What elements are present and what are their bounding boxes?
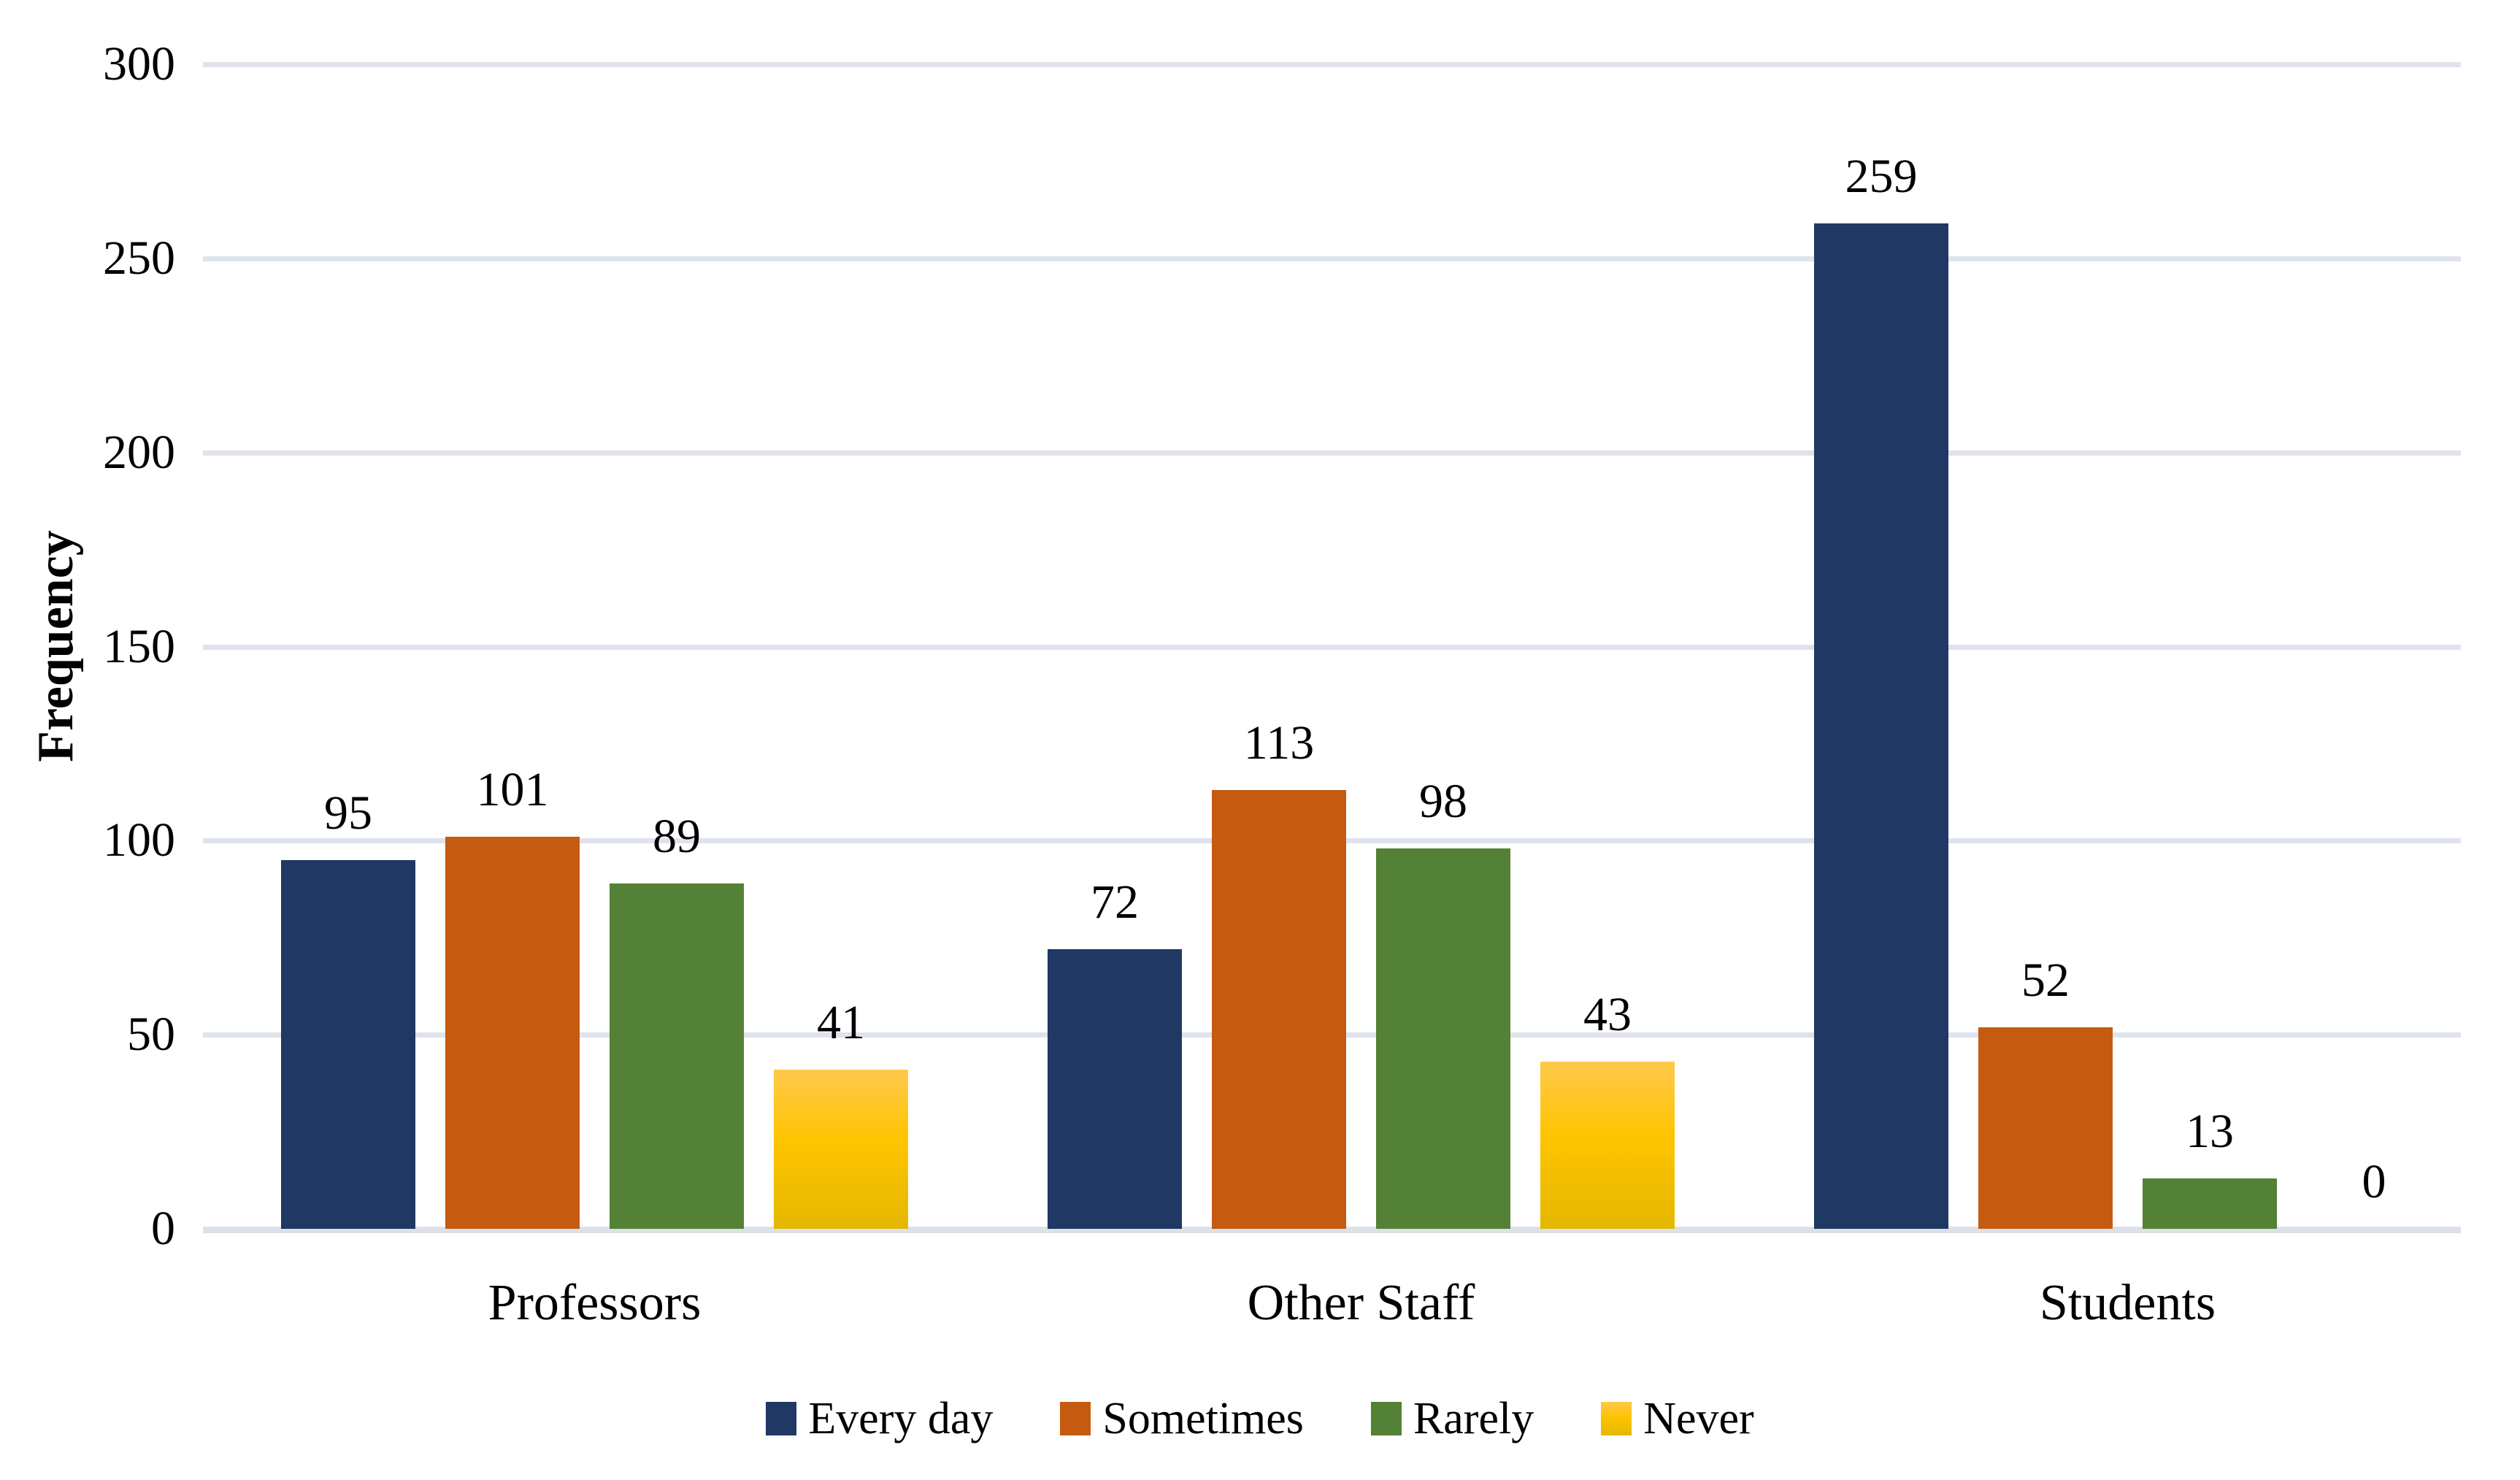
gridline bbox=[203, 62, 2461, 67]
legend-item-never: Never bbox=[1601, 1393, 1754, 1444]
gridline bbox=[203, 256, 2461, 261]
legend-swatch bbox=[1060, 1402, 1091, 1435]
bar-value-label: 95 bbox=[324, 786, 372, 840]
x-axis-baseline bbox=[203, 1227, 2461, 1233]
y-tick-label: 0 bbox=[151, 1202, 175, 1255]
bar-sometimes-students bbox=[1978, 1027, 2113, 1229]
legend-item-sometimes: Sometimes bbox=[1060, 1393, 1304, 1444]
legend-label: Rarely bbox=[1413, 1394, 1534, 1443]
legend-item-every-day: Every day bbox=[766, 1393, 993, 1444]
bar-value-label: 52 bbox=[2021, 954, 2070, 1007]
gridline bbox=[203, 645, 2461, 650]
x-category-label-other-staff: Other Staff bbox=[1247, 1275, 1475, 1331]
bar-value-label: 259 bbox=[1845, 150, 1918, 203]
legend: Every day Sometimes Rarely Never bbox=[0, 1387, 2520, 1450]
y-tick-label: 100 bbox=[103, 813, 175, 867]
x-category-label-students: Students bbox=[2039, 1275, 2216, 1331]
bar-rarely-other-staff bbox=[1376, 848, 1510, 1229]
bar-value-label: 43 bbox=[1583, 988, 1632, 1041]
legend-label: Every day bbox=[808, 1394, 994, 1443]
bar-rarely-students bbox=[2143, 1178, 2277, 1229]
bar-rarely-professors bbox=[610, 883, 744, 1229]
legend-swatch bbox=[1601, 1402, 1632, 1435]
bar-value-label: 72 bbox=[1091, 875, 1139, 929]
bar-every-day-professors bbox=[281, 860, 415, 1229]
y-tick-label: 250 bbox=[103, 231, 175, 285]
bar-value-label: 0 bbox=[2362, 1155, 2386, 1208]
bar-never-professors bbox=[774, 1070, 908, 1229]
legend-swatch bbox=[1370, 1402, 1402, 1435]
bar-never-other-staff bbox=[1540, 1062, 1675, 1229]
bar-sometimes-other-staff bbox=[1212, 790, 1346, 1229]
y-tick-label: 300 bbox=[103, 37, 175, 91]
bar-value-label: 101 bbox=[476, 763, 549, 816]
y-tick-label: 150 bbox=[103, 620, 175, 673]
y-tick-label: 50 bbox=[127, 1008, 175, 1061]
legend-swatch bbox=[766, 1402, 797, 1435]
bar-every-day-students bbox=[1814, 223, 1948, 1229]
bar-value-label: 98 bbox=[1419, 775, 1467, 828]
y-tick-label: 200 bbox=[103, 426, 175, 479]
legend-item-rarely: Rarely bbox=[1370, 1393, 1534, 1444]
legend-label: Sometimes bbox=[1102, 1394, 1304, 1443]
bar-every-day-other-staff bbox=[1048, 949, 1182, 1229]
bar-value-label: 113 bbox=[1243, 716, 1315, 770]
bar-value-label: 13 bbox=[2186, 1105, 2234, 1158]
gridline bbox=[203, 450, 2461, 456]
x-category-label-professors: Professors bbox=[488, 1275, 702, 1331]
bar-value-label: 41 bbox=[817, 996, 865, 1049]
legend-label: Never bbox=[1643, 1394, 1754, 1443]
bar-sometimes-professors bbox=[445, 837, 580, 1229]
bar-value-label: 89 bbox=[653, 810, 701, 863]
